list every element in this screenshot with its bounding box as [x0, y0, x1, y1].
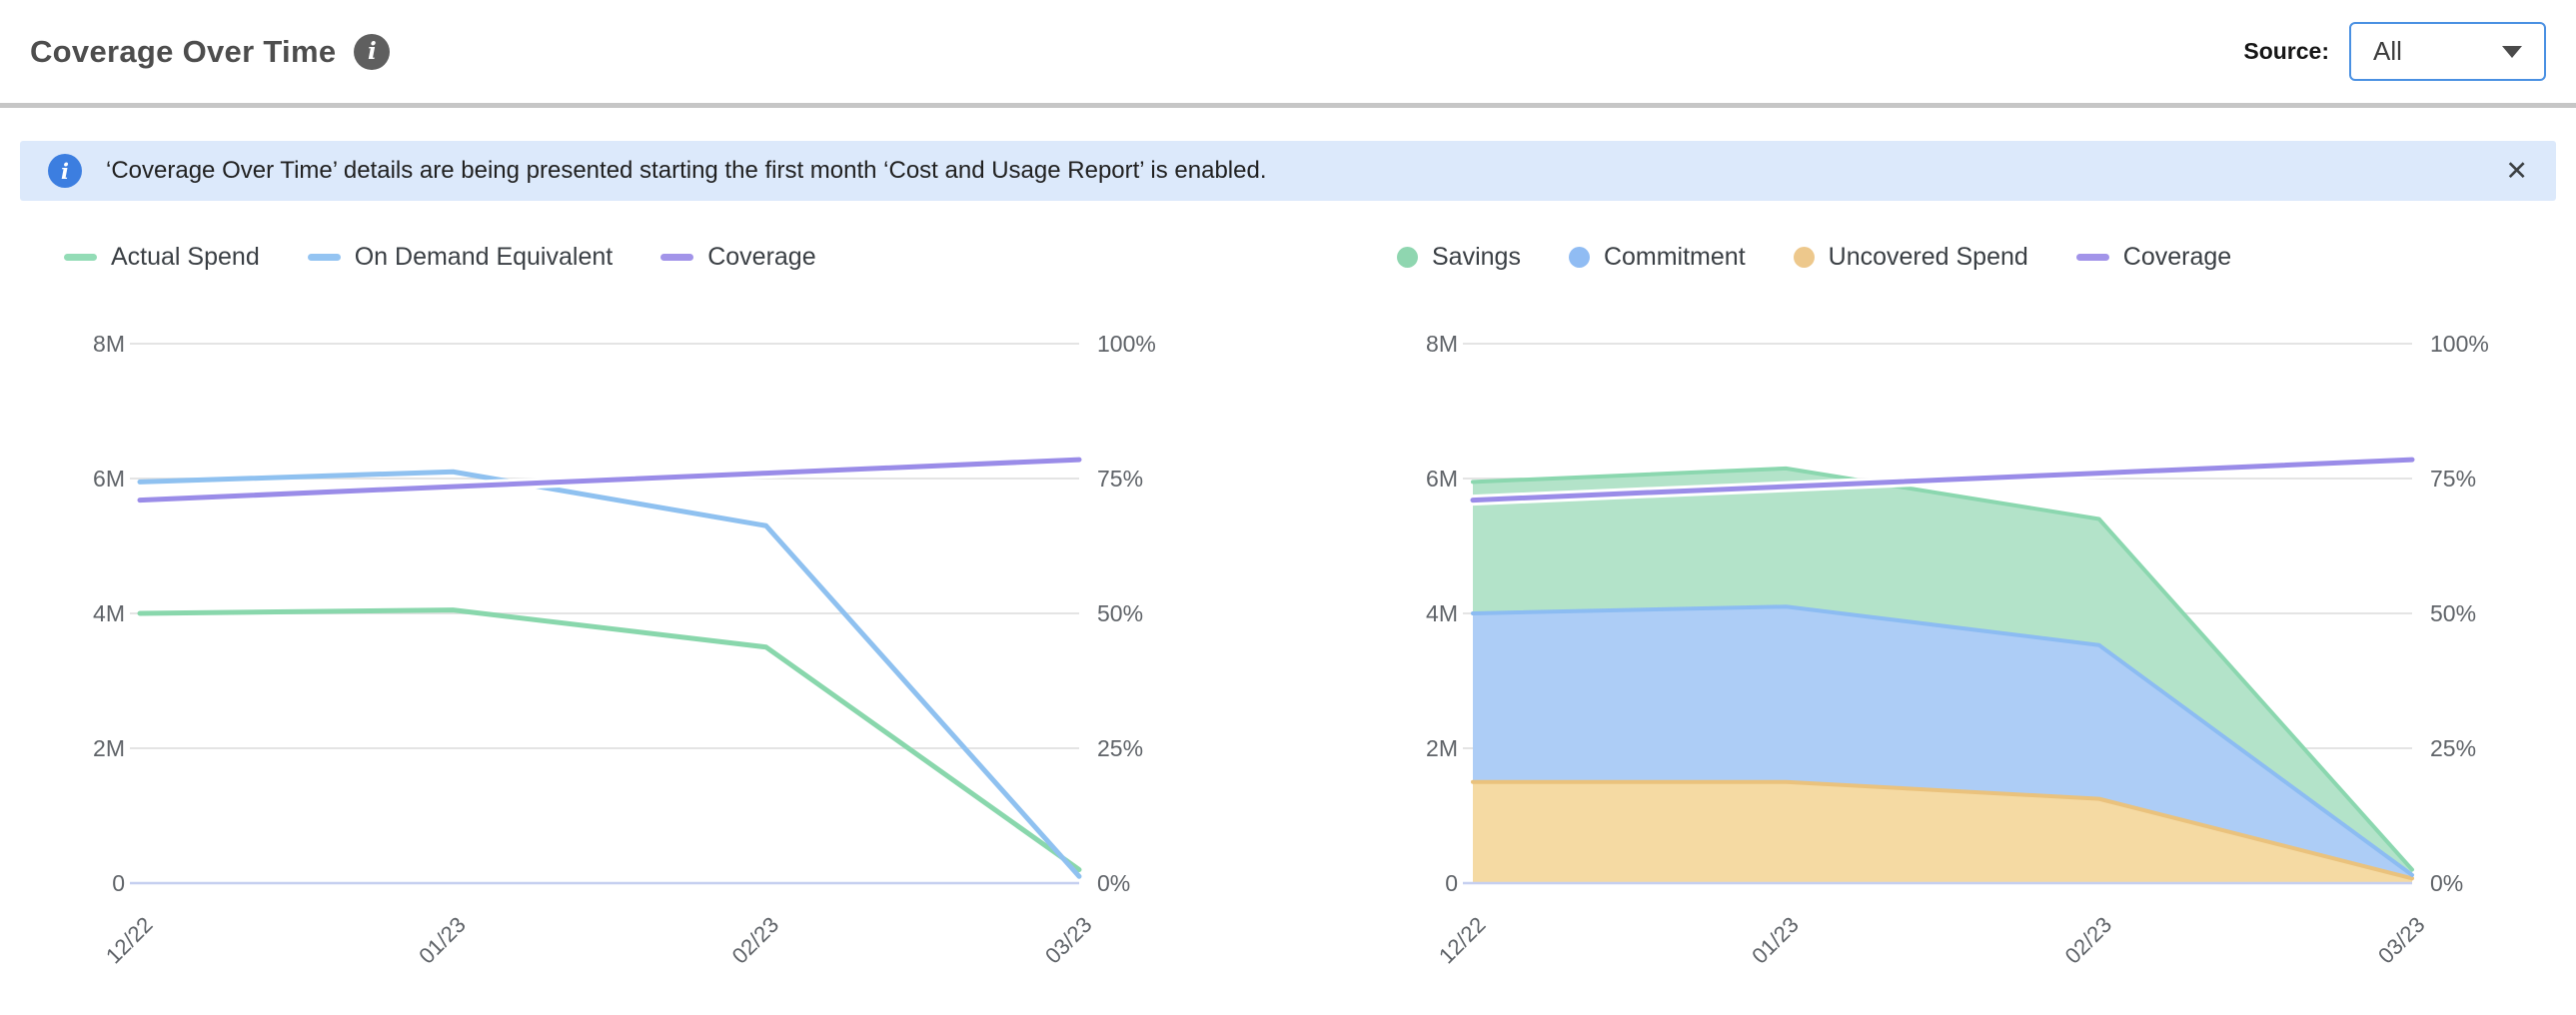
- legend-swatch-icon: [1397, 246, 1418, 268]
- svg-text:75%: 75%: [2430, 466, 2476, 492]
- svg-text:100%: 100%: [2430, 331, 2489, 357]
- svg-text:0%: 0%: [2430, 870, 2463, 896]
- line-coverage: [1470, 457, 2415, 504]
- legend-swatch-icon: [307, 253, 341, 261]
- legend-item-uncovered-spend[interactable]: Uncovered Spend: [1793, 242, 2028, 272]
- info-banner-text: ‘Coverage Over Time’ details are being p…: [106, 157, 1267, 184]
- source-select[interactable]: All: [2349, 22, 2546, 81]
- charts-row: Actual Spend On Demand Equivalent Coverage…: [0, 241, 2576, 1008]
- stacked-areas: [1471, 466, 2414, 883]
- left-axis-labels: 8M 6M 4M 2M 0: [1426, 331, 1458, 896]
- svg-text:50%: 50%: [1097, 600, 1143, 626]
- svg-text:01/23: 01/23: [414, 912, 471, 969]
- svg-text:12/22: 12/22: [101, 912, 158, 969]
- line-actual-spend: [137, 607, 1082, 872]
- svg-text:0: 0: [112, 870, 125, 896]
- x-axis-labels: 12/22 01/23 02/23 03/23: [101, 912, 1097, 969]
- left-axis-labels: 8M 6M 4M 2M 0: [93, 331, 125, 896]
- svg-text:02/23: 02/23: [727, 912, 784, 969]
- svg-text:50%: 50%: [2430, 600, 2476, 626]
- legend-swatch-icon: [660, 253, 694, 261]
- line-coverage: [137, 457, 1082, 504]
- title-info-icon[interactable]: i: [354, 33, 391, 70]
- info-circle-icon: i: [48, 154, 82, 188]
- legend-swatch-icon: [64, 253, 97, 261]
- legend-label: Actual Spend: [111, 242, 260, 271]
- svg-text:03/23: 03/23: [2373, 912, 2430, 969]
- legend-swatch-icon: [2075, 253, 2109, 261]
- legend-item-coverage[interactable]: Coverage: [660, 242, 816, 272]
- page-header: Coverage Over Time i Source: All: [0, 0, 2576, 103]
- legend-swatch-icon: [1568, 246, 1590, 268]
- svg-text:75%: 75%: [1097, 466, 1143, 492]
- source-label: Source:: [2243, 38, 2329, 64]
- svg-text:0%: 0%: [1097, 870, 1130, 896]
- area-edge-commitment: [1471, 604, 2414, 877]
- area-edge-uncovered-spend: [1471, 779, 2414, 881]
- svg-text:8M: 8M: [93, 331, 125, 357]
- svg-text:4M: 4M: [1426, 600, 1458, 626]
- svg-text:6M: 6M: [1426, 466, 1458, 492]
- svg-text:2M: 2M: [93, 735, 125, 761]
- svg-text:0: 0: [1445, 870, 1458, 896]
- area-edge-savings: [1471, 466, 2414, 872]
- svg-text:4M: 4M: [93, 600, 125, 626]
- area-chart-legend: Savings Commitment Uncovered Spend Coverage: [1363, 241, 2546, 273]
- area-uncovered-spend: [1473, 781, 2412, 883]
- source-select-value: All: [2373, 36, 2402, 66]
- legend-label: Commitment: [1603, 242, 1746, 271]
- coverage-line-chart[interactable]: 8M 6M 4M 2M 0 100% 75% 50% 25% 0% 12/22 01/23 02/23 0…: [30, 309, 1213, 1008]
- svg-text:25%: 25%: [2430, 735, 2476, 761]
- svg-text:6M: 6M: [93, 466, 125, 492]
- line-on-demand-equivalent: [137, 469, 1082, 879]
- legend-item-coverage[interactable]: Coverage: [2075, 242, 2232, 272]
- x-axis-labels: 12/22 01/23 02/23 03/23: [1434, 912, 2430, 969]
- header-controls: Source: All: [2243, 22, 2546, 81]
- right-axis-labels: 100% 75% 50% 25% 0%: [1097, 331, 1156, 896]
- legend-label: Savings: [1432, 242, 1521, 271]
- svg-text:12/22: 12/22: [1434, 912, 1491, 969]
- close-icon[interactable]: ✕: [2505, 155, 2528, 186]
- legend-label: Uncovered Spend: [1828, 242, 2028, 271]
- legend-item-actual-spend[interactable]: Actual Spend: [64, 243, 260, 272]
- svg-text:03/23: 03/23: [1040, 912, 1097, 969]
- svg-text:02/23: 02/23: [2060, 912, 2117, 969]
- legend-item-savings[interactable]: Savings: [1397, 243, 1521, 272]
- legend-item-on-demand-equivalent[interactable]: On Demand Equivalent: [307, 242, 614, 272]
- coverage-area-chart-card: Savings Commitment Uncovered Spend Coverage…: [1363, 241, 2546, 1008]
- svg-text:100%: 100%: [1097, 331, 1156, 357]
- legend-item-commitment[interactable]: Commitment: [1568, 242, 1746, 272]
- legend-label: On Demand Equivalent: [354, 242, 614, 271]
- legend-label: Coverage: [707, 242, 816, 271]
- info-banner: i ‘Coverage Over Time’ details are being…: [20, 141, 2556, 201]
- svg-text:01/23: 01/23: [1747, 912, 1804, 969]
- chevron-down-icon: [2502, 45, 2522, 58]
- svg-text:8M: 8M: [1426, 331, 1458, 357]
- gridlines: [130, 343, 1079, 749]
- right-axis-labels: 100% 75% 50% 25% 0%: [2430, 331, 2489, 896]
- line-chart-legend: Actual Spend On Demand Equivalent Coverage: [30, 241, 1213, 273]
- svg-text:2M: 2M: [1426, 735, 1458, 761]
- coverage-area-chart[interactable]: 8M 6M 4M 2M 0 100% 75% 50% 25% 0% 12/22 01/23 02/23 0…: [1363, 309, 2546, 1008]
- coverage-line-chart-card: Actual Spend On Demand Equivalent Coverage…: [30, 241, 1213, 1008]
- page-title: Coverage Over Time: [30, 33, 337, 69]
- legend-label: Coverage: [2122, 242, 2232, 271]
- legend-swatch-icon: [1793, 246, 1815, 268]
- svg-text:25%: 25%: [1097, 735, 1143, 761]
- header-divider: [0, 103, 2576, 108]
